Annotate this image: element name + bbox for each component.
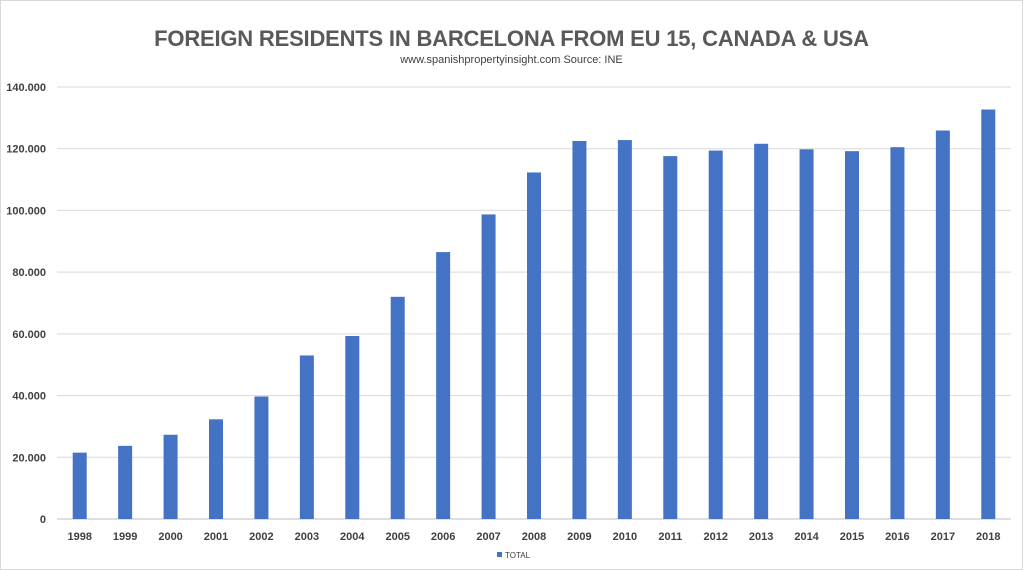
x-tick-label: 2008 [522, 531, 546, 543]
y-tick-label: 100.000 [6, 205, 46, 217]
bar [72, 452, 87, 519]
bar [572, 141, 587, 519]
bar [345, 336, 360, 519]
y-tick-label: 120.000 [6, 144, 46, 156]
x-tick-label: 2015 [840, 531, 864, 543]
bar [754, 143, 769, 519]
legend-swatch [497, 552, 502, 557]
x-tick-label: 2005 [385, 531, 409, 543]
bar [481, 214, 496, 519]
y-tick-label: 40.000 [12, 391, 46, 403]
x-tick-label: 1998 [67, 531, 91, 543]
x-tick-label: 2006 [431, 531, 455, 543]
y-tick-label: 0 [40, 514, 46, 526]
x-tick-label: 2003 [295, 531, 319, 543]
x-tick-label: 2000 [158, 531, 182, 543]
x-tick-label: 2002 [249, 531, 273, 543]
bar [163, 434, 178, 519]
bar [799, 149, 814, 519]
bar [935, 130, 950, 519]
bar [390, 296, 405, 519]
bar [527, 172, 541, 519]
y-tick-label: 140.000 [6, 82, 46, 94]
x-tick-label: 2012 [703, 531, 727, 543]
x-tick-label: 2013 [749, 531, 773, 543]
bar [299, 355, 314, 519]
chart-subtitle: www.spanishpropertyinsight.com Source: I… [400, 54, 623, 66]
chart-title: FOREIGN RESIDENTS IN BARCELONA FROM EU 1… [154, 26, 869, 51]
x-tick-label: 1999 [113, 531, 137, 543]
x-tick-label: 2018 [976, 531, 1000, 543]
x-tick-label: 2010 [613, 531, 637, 543]
x-tick-label: 2007 [476, 531, 500, 543]
bar [663, 156, 678, 519]
bar [890, 147, 905, 519]
x-tick-label: 2011 [658, 531, 682, 543]
bar [845, 151, 859, 519]
bar [209, 419, 223, 519]
bar [254, 396, 269, 519]
bar [708, 150, 723, 519]
bar [436, 252, 451, 520]
bar [981, 109, 996, 520]
legend-label: TOTAL [505, 551, 531, 560]
x-tick-label: 2001 [204, 531, 228, 543]
bar [617, 140, 632, 519]
x-tick-label: 2016 [885, 531, 909, 543]
y-tick-label: 80.000 [12, 267, 46, 279]
y-tick-label: 60.000 [12, 329, 46, 341]
x-tick-label: 2017 [931, 531, 955, 543]
y-tick-label: 20.000 [12, 452, 46, 464]
x-tick-label: 2004 [340, 531, 365, 543]
bar [118, 445, 133, 519]
x-tick-label: 2014 [794, 531, 819, 543]
x-tick-label: 2009 [567, 531, 591, 543]
